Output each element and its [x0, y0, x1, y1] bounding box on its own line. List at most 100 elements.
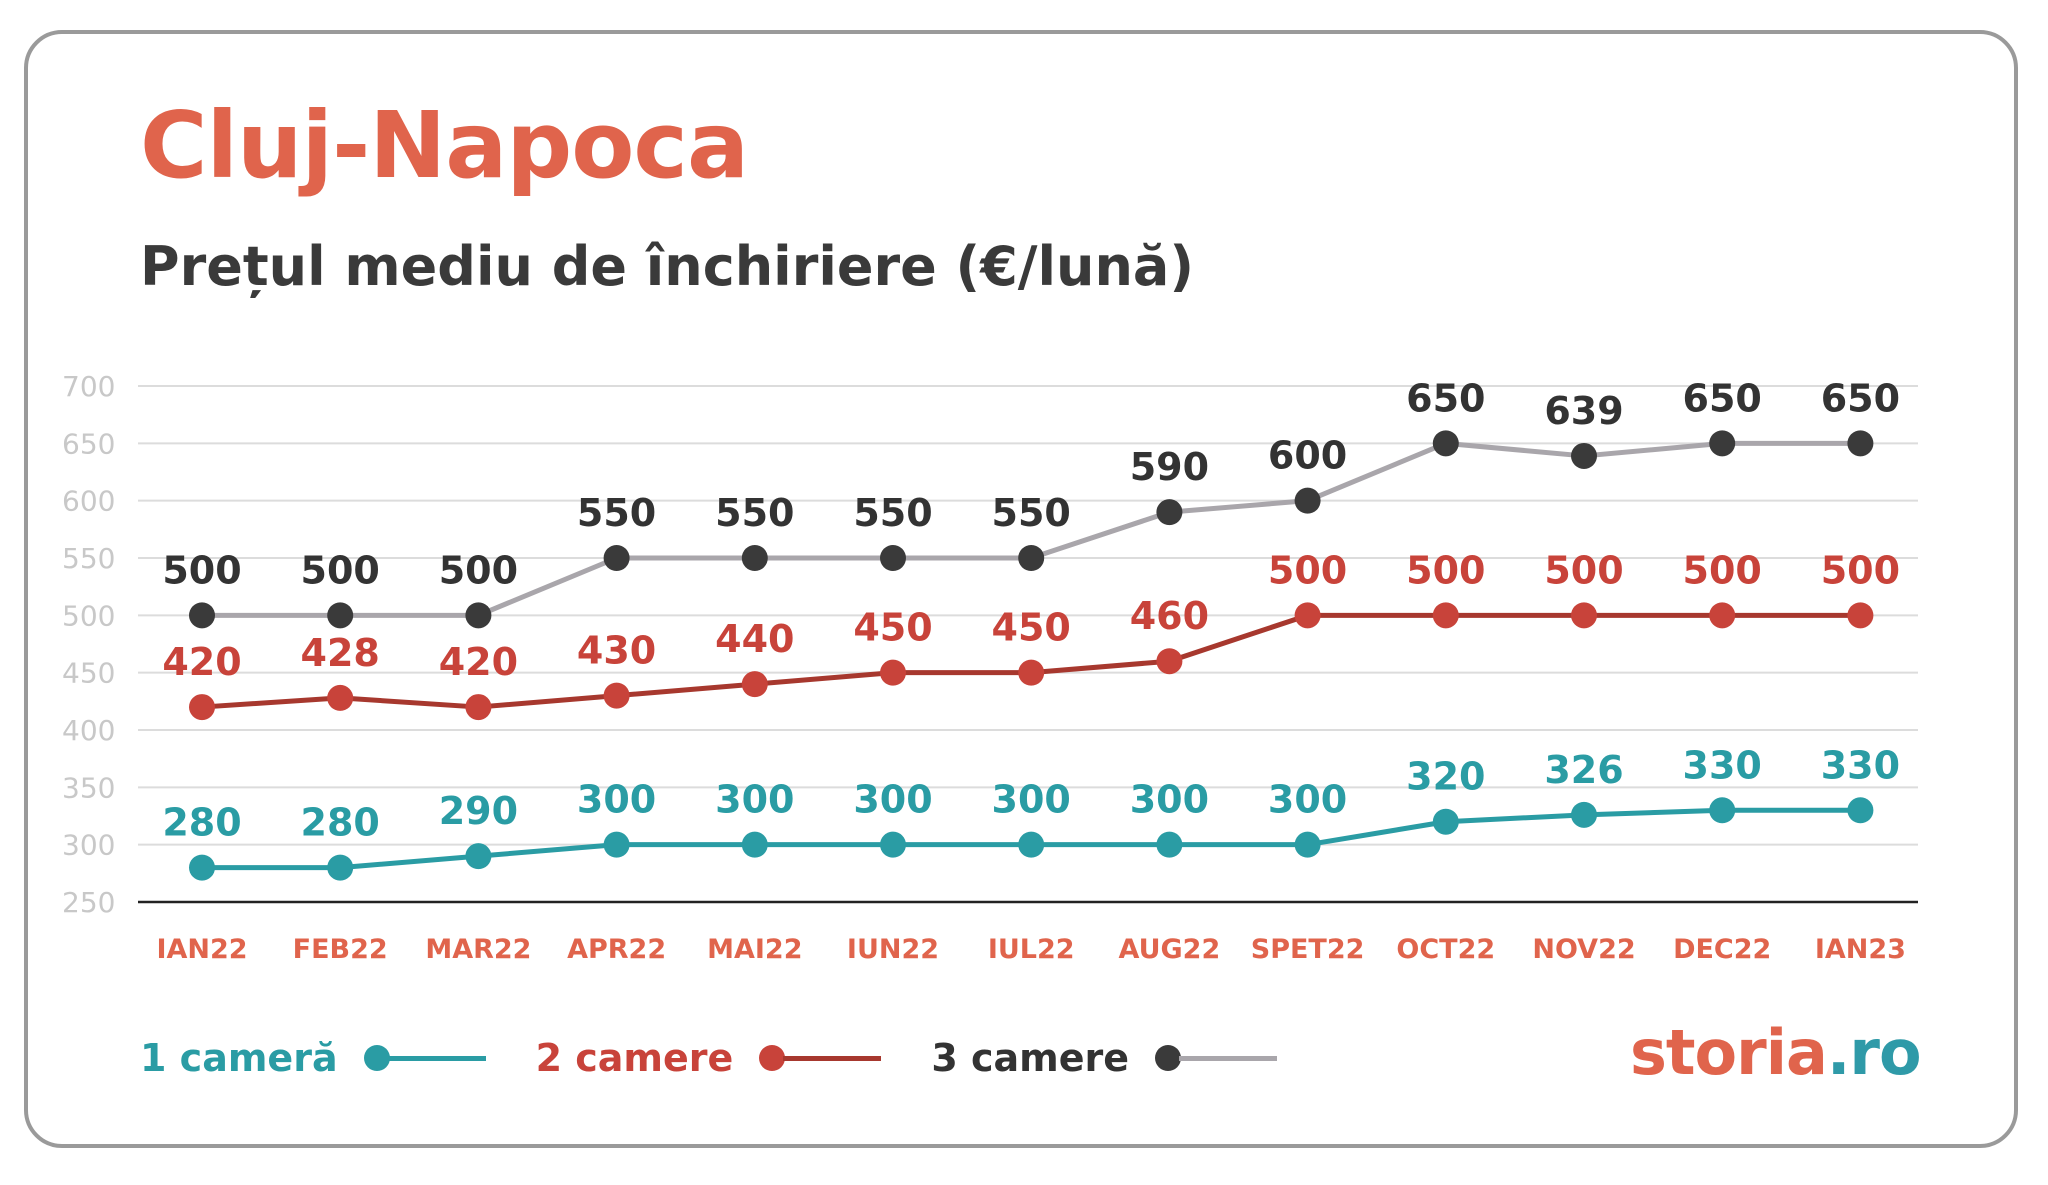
data-point	[1571, 442, 1597, 469]
data-label: 500	[1544, 548, 1623, 592]
data-point	[880, 831, 906, 858]
y-tick-label: 600	[62, 485, 115, 518]
data-point	[1294, 831, 1321, 858]
data-label: 440	[715, 617, 794, 661]
data-point	[1018, 659, 1045, 686]
y-tick-label: 300	[62, 829, 115, 862]
data-label: 300	[1130, 778, 1209, 822]
data-label: 650	[1406, 376, 1485, 420]
legend-label: 1 cameră	[140, 1036, 338, 1080]
data-point	[465, 694, 492, 721]
data-label: 590	[1130, 445, 1209, 489]
y-tick-label: 400	[62, 714, 115, 747]
data-point	[1709, 430, 1736, 457]
data-point	[741, 545, 768, 571]
data-point	[1709, 602, 1736, 629]
data-point	[327, 684, 354, 711]
data-label: 500	[301, 548, 380, 592]
x-tick-label: IUL22	[988, 934, 1075, 965]
x-tick-label: AUG22	[1119, 934, 1221, 965]
data-point	[1432, 808, 1459, 835]
data-label: 428	[301, 631, 380, 675]
storia-logo: storia.ro	[1630, 1022, 1922, 1084]
data-point	[603, 682, 630, 709]
data-label: 320	[1406, 755, 1485, 799]
data-point	[1294, 487, 1321, 514]
legend-label: 3 camere	[931, 1036, 1130, 1080]
y-tick-label: 550	[62, 542, 115, 575]
legend-item: 3 camere	[931, 1036, 1278, 1080]
data-label: 500	[439, 548, 518, 592]
page-title: Cluj-Napoca	[140, 92, 749, 199]
data-point	[1018, 545, 1045, 571]
chart-subtitle: Prețul mediu de închiriere (€/lună)	[140, 235, 1195, 298]
data-label: 500	[1268, 548, 1347, 592]
y-tick-label: 650	[62, 427, 115, 460]
legend-marker	[759, 1045, 786, 1071]
data-point	[189, 694, 215, 721]
data-point	[1847, 430, 1874, 457]
data-label: 550	[577, 491, 656, 535]
data-label: 300	[992, 778, 1071, 822]
x-tick-label: APR22	[567, 934, 666, 965]
data-point	[189, 602, 215, 629]
data-label: 639	[1544, 389, 1623, 433]
chart-card	[24, 30, 2018, 1148]
data-point	[1294, 602, 1321, 629]
data-label: 460	[1130, 594, 1209, 638]
data-point	[741, 671, 768, 698]
data-label: 280	[301, 801, 380, 845]
data-label: 280	[162, 801, 241, 845]
data-label: 420	[162, 640, 241, 684]
x-tick-label: IUN22	[847, 934, 939, 965]
data-point	[189, 854, 215, 881]
data-label: 650	[1683, 376, 1762, 420]
logo-brand: storia	[1630, 1016, 1828, 1089]
y-tick-label: 350	[62, 771, 115, 804]
legend-marker	[363, 1045, 390, 1071]
data-label: 326	[1544, 748, 1623, 792]
data-point	[1156, 648, 1183, 675]
data-label: 550	[992, 491, 1071, 535]
data-point	[327, 602, 354, 629]
x-tick-label: OCT22	[1396, 934, 1495, 965]
x-tick-label: FEB22	[293, 934, 388, 965]
x-tick-label: MAR22	[425, 934, 531, 965]
data-label: 430	[577, 629, 656, 673]
y-tick-label: 700	[62, 370, 115, 403]
x-tick-label: MAI22	[707, 934, 802, 965]
data-label: 290	[439, 789, 518, 833]
data-label: 330	[1821, 743, 1900, 787]
data-point	[603, 831, 630, 858]
data-point	[741, 831, 768, 858]
x-tick-label: IAN23	[1815, 934, 1906, 965]
data-point	[880, 545, 906, 571]
data-point	[880, 659, 906, 686]
data-label: 300	[1268, 778, 1347, 822]
data-label: 500	[1821, 548, 1900, 592]
data-point	[1432, 430, 1459, 457]
legend-item: 1 cameră	[140, 1039, 486, 1077]
data-label: 650	[1821, 376, 1900, 420]
data-label: 330	[1683, 743, 1762, 787]
data-point	[1571, 602, 1597, 629]
data-label: 420	[439, 640, 518, 684]
legend-marker	[1155, 1045, 1182, 1071]
data-point	[465, 843, 492, 870]
x-tick-label: DEC22	[1673, 934, 1771, 965]
x-tick-label: NOV22	[1532, 934, 1635, 965]
data-label: 300	[715, 778, 794, 822]
legend-line	[783, 1055, 882, 1061]
data-label: 550	[715, 491, 794, 535]
data-label: 500	[1406, 548, 1485, 592]
x-tick-label: SPET22	[1251, 934, 1365, 965]
data-label: 500	[162, 548, 241, 592]
data-point	[1156, 499, 1183, 526]
data-point	[1847, 797, 1874, 824]
data-point	[1018, 831, 1045, 858]
legend-line	[1179, 1055, 1278, 1061]
data-point	[1156, 831, 1183, 858]
logo-tld: .ro	[1826, 1016, 1922, 1089]
y-tick-label: 250	[62, 886, 115, 919]
data-label: 500	[1683, 548, 1762, 592]
